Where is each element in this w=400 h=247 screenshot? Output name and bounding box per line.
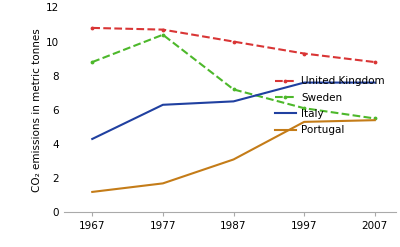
United Kingdom — [90, 26, 95, 29]
Portugal — [231, 158, 236, 161]
Sweden — [160, 33, 165, 36]
United Kingdom — [302, 52, 306, 55]
Italy — [160, 103, 165, 106]
Line: Sweden: Sweden — [90, 32, 377, 121]
Italy — [90, 138, 95, 141]
Italy — [231, 100, 236, 103]
Italy — [372, 81, 377, 84]
United Kingdom — [231, 40, 236, 43]
Portugal — [372, 119, 377, 122]
Sweden — [90, 61, 95, 63]
United Kingdom — [160, 28, 165, 31]
Line: Italy: Italy — [92, 82, 375, 139]
Legend: United Kingdom, Sweden, Italy, Portugal: United Kingdom, Sweden, Italy, Portugal — [275, 76, 385, 135]
Italy — [302, 81, 306, 84]
Line: Portugal: Portugal — [92, 120, 375, 192]
Portugal — [302, 120, 306, 123]
United Kingdom — [372, 61, 377, 63]
Sweden — [372, 117, 377, 120]
Portugal — [90, 190, 95, 193]
Portugal — [160, 182, 165, 185]
Sweden — [302, 107, 306, 110]
Y-axis label: CO₂ emissions in metric tonnes: CO₂ emissions in metric tonnes — [32, 28, 42, 192]
Sweden — [231, 88, 236, 91]
Line: United Kingdom: United Kingdom — [90, 25, 377, 64]
